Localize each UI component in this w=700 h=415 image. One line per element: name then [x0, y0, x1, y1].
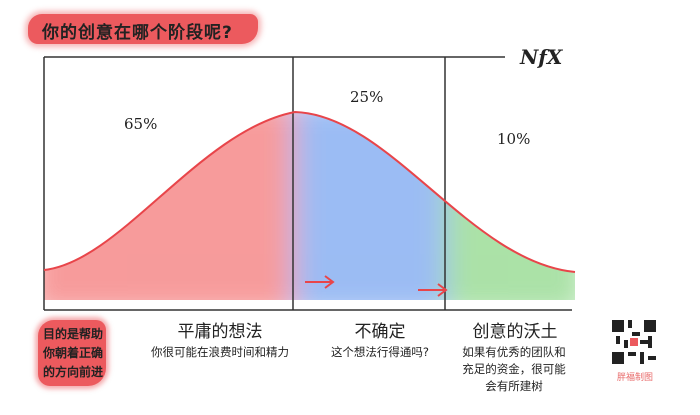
stage-uncertain-label: 不确定 [354, 322, 406, 342]
pct-uncertain: 25% [350, 88, 384, 106]
stage-fertile-desc: 如果有优秀的团队和充足的资金，很可能会有所建树 [462, 345, 566, 393]
watermark: 胖福制图 [616, 373, 653, 383]
arrow-icon [305, 275, 335, 289]
goal-note: 目的是帮助你朝着正确的方向前进 [42, 327, 103, 379]
mediocre-zone-fill [44, 112, 293, 300]
stage-uncertain-desc: 这个想法行得通吗? [330, 345, 430, 359]
nfx-logo: NfX [520, 45, 563, 69]
arrow-icon [418, 283, 448, 297]
stage-mediocre-desc: 你很可能在浪费时间和精力 [151, 345, 289, 359]
diagram-title: 你的创意在哪个阶段呢? [42, 23, 233, 43]
stage-mediocre-label: 平庸的想法 [177, 322, 263, 342]
goal-highlight [38, 320, 106, 386]
pct-mediocre: 65% [124, 115, 158, 133]
stage-fertile-label: 创意的沃土 [472, 322, 558, 342]
title-highlight [28, 14, 258, 44]
pct-fertile: 10% [497, 130, 531, 148]
bell-curve [43, 110, 576, 273]
qr-code-icon [612, 320, 656, 364]
